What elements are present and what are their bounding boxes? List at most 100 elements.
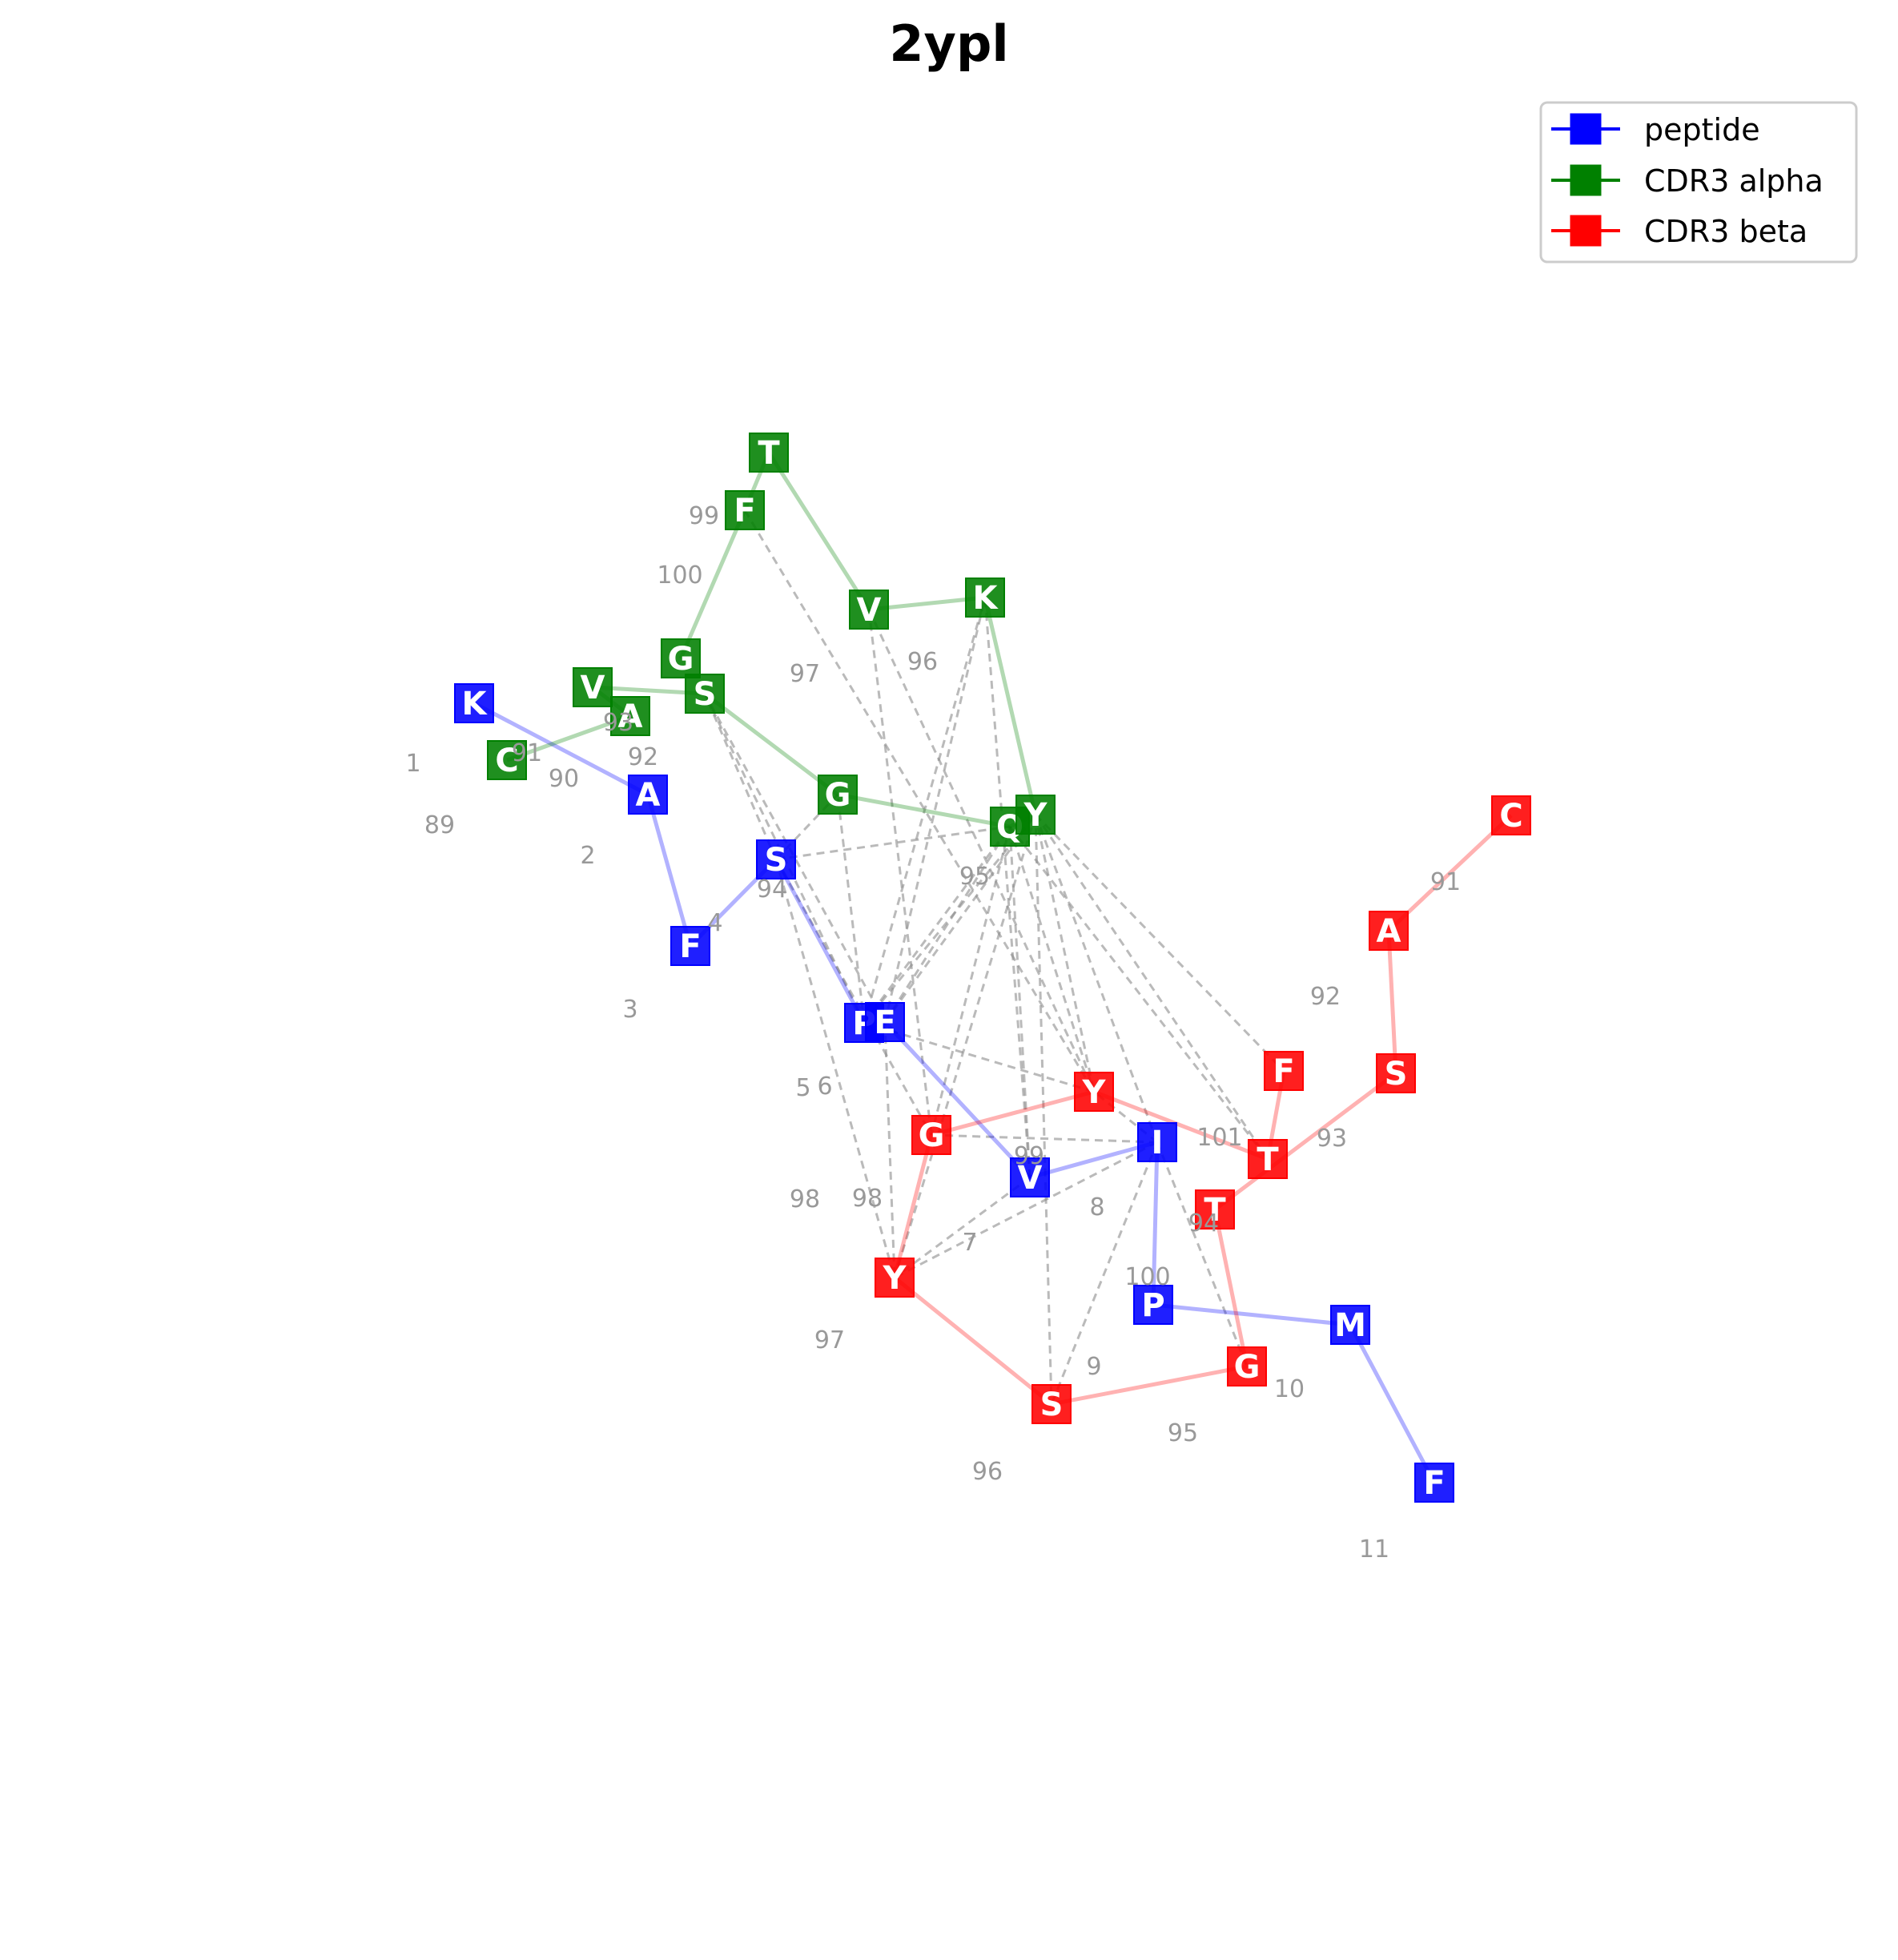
contact-line-13 — [894, 1176, 1031, 1279]
cdr3-alpha-residue-letter: S — [694, 676, 717, 713]
peptide-residue-marker — [1133, 1285, 1173, 1325]
contact-line-26 — [743, 509, 1096, 1093]
cdr3-beta-residue-letter: Y — [1082, 1074, 1107, 1111]
cdr3-alpha-index-label: 93 — [603, 709, 633, 737]
cdr3-alpha-residue-letter: V — [857, 592, 882, 629]
peptide-residue-letter: V — [1018, 1160, 1043, 1197]
legend-marker-cdr3-alpha — [1570, 164, 1602, 196]
cdr3-beta-index-label: 91 — [1430, 868, 1461, 896]
cdr3-beta-residue-letter: F — [1273, 1053, 1294, 1090]
peptide-residue-11: F — [1414, 1463, 1454, 1503]
cdr3-alpha-residue-marker — [685, 674, 725, 714]
peptide-index-label: 11 — [1359, 1535, 1389, 1564]
cdr3-beta-residue-marker — [911, 1115, 951, 1155]
contact-line-30 — [1034, 814, 1096, 1093]
peptide-residue-8: I — [1137, 1122, 1177, 1162]
cdr3-beta-residue-letter: T — [1257, 1141, 1279, 1178]
cdr3-alpha-residue-99: F — [725, 490, 765, 530]
cdr3-alpha-index-label: 97 — [790, 660, 820, 688]
cdr3-beta-residue-98: G — [911, 1115, 951, 1155]
peptide-index-label: 4 — [707, 909, 722, 937]
cdr3-beta-chain-line — [892, 814, 1513, 1407]
cdr3-beta-residue-letter: Y — [883, 1260, 907, 1297]
cdr3-alpha-residue-marker — [573, 667, 613, 707]
cdr3-beta-residue-letter: S — [1385, 1056, 1408, 1093]
legend: peptide CDR3 alpha CDR3 beta — [1539, 101, 1858, 264]
cdr3-alpha-index-label: 100 — [657, 561, 702, 590]
peptide-residue-6: E — [865, 1002, 905, 1042]
cdr3-beta-residue-letter: A — [1377, 913, 1401, 950]
cdr3-beta-residue-letter: G — [919, 1117, 945, 1154]
contact-line-27 — [930, 826, 1011, 1136]
cdr3-beta-residue-letter: G — [1234, 1349, 1261, 1386]
contact-line-29 — [1008, 826, 1269, 1160]
peptide-index-label: 5 — [795, 1074, 810, 1102]
cdr3-alpha-residue-marker — [849, 590, 889, 630]
contact-line-8 — [703, 693, 887, 1023]
figure-title: 2ypl — [889, 14, 1008, 73]
contact-line-10 — [883, 814, 1037, 1023]
peptide-residue-letter: K — [462, 686, 489, 722]
cdr3-beta-index-label: 101 — [1196, 1124, 1242, 1152]
contact-line-18 — [894, 1141, 1158, 1279]
cdr3-alpha-residue-98: T — [749, 433, 789, 473]
contact-line-22 — [774, 859, 896, 1278]
cdr3-alpha-residue-97: V — [849, 590, 889, 630]
cdr3-alpha-residue-marker — [725, 490, 765, 530]
peptide-residue-2: A — [628, 775, 668, 815]
cdr3-beta-index-label: 95 — [1168, 1419, 1198, 1447]
peptide-residue-9: P — [1133, 1285, 1173, 1325]
cdr3-beta-residue-marker — [1369, 911, 1409, 951]
contact-line-25 — [867, 609, 1096, 1093]
cdr3-alpha-chain-line — [506, 448, 1038, 829]
cdr3-beta-residue-marker — [1248, 1139, 1288, 1179]
cdr3-alpha-index-label: 91 — [512, 739, 542, 767]
cdr3-alpha-residue-letter: G — [668, 641, 694, 678]
legend-entry-cdr3-beta: CDR3 beta — [1551, 214, 1808, 249]
cdr3-beta-residue-94: T — [1195, 1189, 1235, 1230]
contact-line-24 — [867, 609, 933, 1136]
contact-line-5 — [863, 826, 1011, 1024]
peptide-residue-marker — [628, 775, 668, 815]
peptide-residue-marker — [756, 839, 796, 879]
peptide-residue-letter: S — [765, 842, 788, 879]
cdr3-beta-residue-marker — [1264, 1051, 1304, 1091]
contact-line-17 — [1050, 1141, 1159, 1405]
cdr3-alpha-index-label: 98 — [790, 1185, 820, 1213]
peptide-residue-10: M — [1330, 1305, 1370, 1345]
peptide-residue-marker — [1010, 1157, 1050, 1197]
legend-entry-cdr3-alpha: CDR3 alpha — [1551, 163, 1824, 199]
peptide-residue-marker — [1330, 1305, 1370, 1345]
cdr3-beta-residue-101: F — [1264, 1051, 1304, 1091]
cdr3-alpha-residue-letter: A — [618, 698, 643, 735]
peptide-index-label: 9 — [1086, 1353, 1101, 1381]
contact-line-31 — [1034, 814, 1269, 1160]
contact-line-19 — [931, 1133, 1158, 1144]
peptide-residue-letter: I — [1152, 1125, 1164, 1161]
contacts-layer — [703, 509, 1285, 1405]
cdr3-beta-index-label: 96 — [972, 1458, 1003, 1486]
contact-line-11 — [883, 597, 987, 1023]
peptide-residue-4: S — [756, 839, 796, 879]
cdr3-alpha-residue-89: C — [487, 740, 527, 780]
contact-line-23 — [774, 859, 933, 1136]
cdr3-alpha-residue-90: A — [610, 696, 650, 736]
cdr3-beta-index-label: 97 — [814, 1326, 845, 1354]
peptide-residue-letter: A — [636, 777, 661, 814]
cdr3-alpha-residue-marker — [965, 578, 1005, 618]
cdr3-beta-residue-95: G — [1227, 1346, 1267, 1386]
cdr3-beta-index-label: 99 — [1014, 1142, 1044, 1170]
contact-line-35 — [1034, 814, 1159, 1143]
cdr3-beta-residue-91: C — [1491, 795, 1531, 835]
cdr3-alpha-residue-letter: Y — [1023, 797, 1048, 834]
cdr3-alpha-residue-letter: F — [734, 493, 755, 529]
contact-line-16 — [1156, 1141, 1249, 1367]
cdr3-alpha-residue-100: G — [661, 638, 701, 678]
cdr3-beta-residue-96: S — [1031, 1384, 1072, 1424]
peptide-residue-letter: M — [1334, 1307, 1366, 1344]
cdr3-beta-residue-marker — [1491, 795, 1531, 835]
peptide-residue-marker — [1137, 1122, 1177, 1162]
legend-entry-peptide: peptide — [1551, 112, 1760, 147]
peptide-residue-letter: E — [874, 1004, 895, 1041]
